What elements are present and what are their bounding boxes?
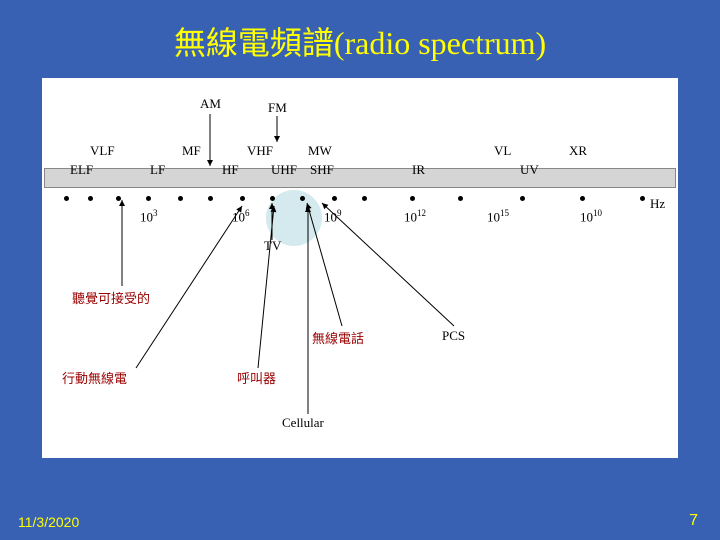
axis-dot (332, 196, 337, 201)
label-fm: FM (268, 100, 287, 116)
axis-dot (458, 196, 463, 201)
label-vlf: VLF (90, 143, 115, 159)
axis-dot (64, 196, 69, 201)
axis-tick: 109 (324, 208, 342, 225)
arrow-layer (42, 78, 678, 458)
label-uhf: UHF (271, 162, 297, 178)
label-聽覺可接受的: 聽覺可接受的 (72, 288, 150, 307)
label-行動無線電: 行動無線電 (62, 368, 127, 387)
axis-dot (410, 196, 415, 201)
axis-tick: 1015 (487, 208, 509, 225)
label-uv: UV (520, 162, 539, 178)
label-無線電話: 無線電話 (312, 328, 364, 347)
label-pcs: PCS (442, 328, 465, 344)
label-vl: VL (494, 143, 511, 159)
axis-tick: 1010 (580, 208, 602, 225)
footer-page: 7 (689, 512, 698, 530)
axis-tick: 1012 (404, 208, 426, 225)
label-ir: IR (412, 162, 425, 178)
axis-dot (88, 196, 93, 201)
label-mw: MW (308, 143, 332, 159)
spectrum-diagram: AM FM VLF MF VHF MW VL XR ELF LF HF UHF SHF IR UV TV PCS… (42, 78, 678, 458)
label-cellular: Cellular (282, 415, 324, 431)
axis-dot (640, 196, 645, 201)
axis-dot (580, 196, 585, 201)
label-tv: TV (264, 238, 281, 254)
axis-dot (520, 196, 525, 201)
axis-dot (362, 196, 367, 201)
footer-date: 11/3/2020 (18, 514, 79, 530)
axis-dot (208, 196, 213, 201)
label-呼叫器: 呼叫器 (237, 368, 276, 387)
label-hf: HF (222, 162, 239, 178)
label-shf: SHF (310, 162, 334, 178)
axis-tick: 103 (140, 208, 158, 225)
axis-dot (240, 196, 245, 201)
axis-dot (146, 196, 151, 201)
axis-tick: 106 (232, 208, 250, 225)
label-lf: LF (150, 162, 165, 178)
spectrum-bar (44, 168, 676, 188)
label-xr: XR (569, 143, 587, 159)
slide-title: 無線電頻譜(radio spectrum) (0, 0, 720, 64)
label-mf: MF (182, 143, 201, 159)
label-elf: ELF (70, 162, 93, 178)
label-vhf: VHF (247, 143, 273, 159)
label-hz: Hz (650, 196, 665, 212)
axis-dot (178, 196, 183, 201)
label-am: AM (200, 96, 221, 112)
axis-dot (116, 196, 121, 201)
axis-dot (270, 196, 275, 201)
axis-dot (300, 196, 305, 201)
